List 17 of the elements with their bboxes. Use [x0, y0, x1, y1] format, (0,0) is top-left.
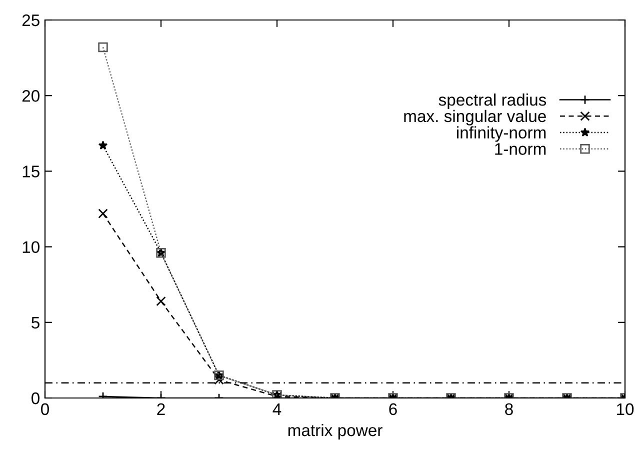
x-tick-label: 4 [272, 403, 282, 415]
x-tick-label: 8 [505, 403, 513, 416]
legend-label: infinity-norm [457, 126, 546, 142]
legend-label: max. singular value [404, 110, 546, 126]
x-tick-label: 10 [617, 403, 634, 416]
x-tick-label: 2 [157, 403, 165, 415]
x-axis-title: matrix power [288, 424, 382, 440]
x-tick-label: 0 [41, 403, 49, 416]
y-tick-label: 0 [32, 392, 40, 404]
y-tick-label: 15 [22, 166, 40, 178]
legend-label: spectral radius [438, 94, 546, 110]
y-tick-label: 10 [22, 241, 40, 254]
y-tick-label: 25 [22, 14, 40, 26]
y-tick-label: 5 [32, 316, 40, 329]
y-tick-label: 20 [22, 90, 40, 102]
legend-label: 1-norm [495, 143, 546, 155]
x-tick-label: 6 [389, 403, 397, 416]
